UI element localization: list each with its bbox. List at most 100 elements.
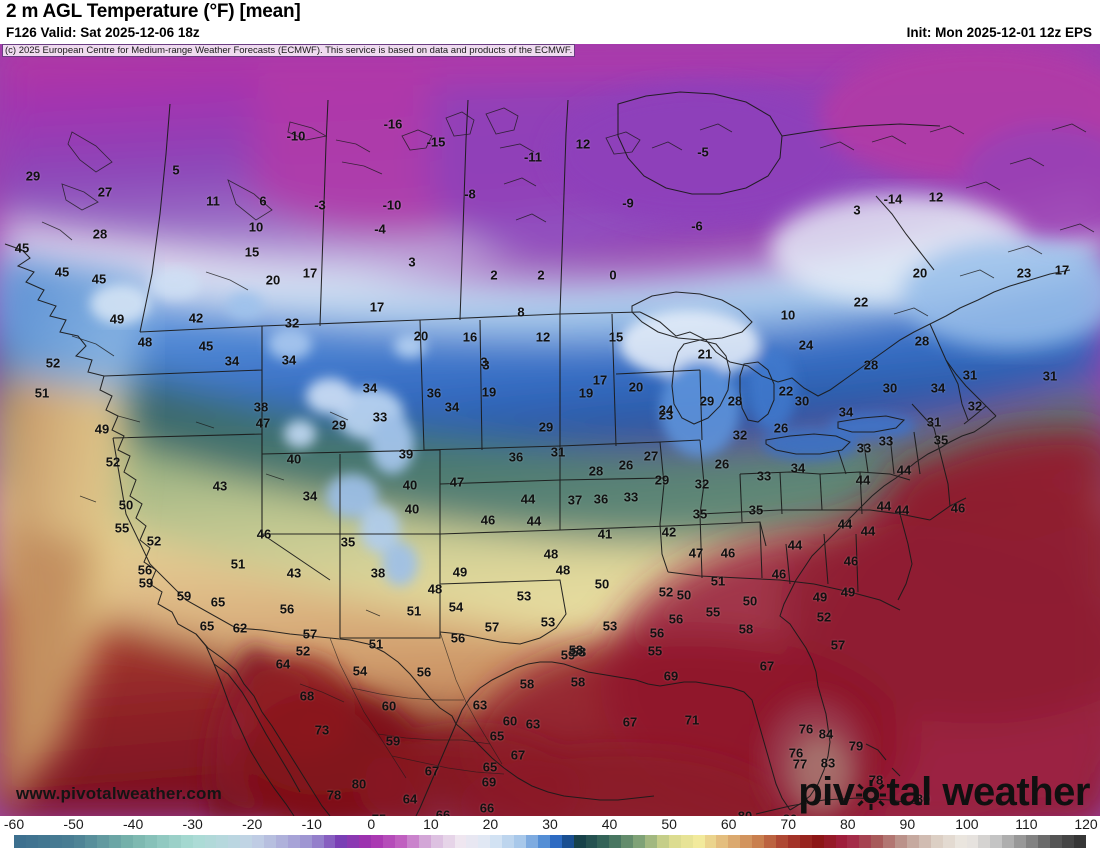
colorbar-tick: -10 xyxy=(301,816,322,832)
colorbar-cell xyxy=(347,835,360,848)
colorbar-cell xyxy=(25,835,38,848)
colorbar-tick: 70 xyxy=(780,816,797,832)
colorbar-cell xyxy=(287,835,300,848)
colorbar-cell xyxy=(156,835,169,848)
colorbar-cell xyxy=(549,835,562,848)
colorbar-cell xyxy=(942,835,955,848)
colorbar-cell xyxy=(37,835,50,848)
colorbar-cell xyxy=(954,835,967,848)
colorbar-cell xyxy=(299,835,312,848)
valid-time-label: F126 Valid: Sat 2025-12-06 18z xyxy=(6,25,200,40)
colorbar-cell xyxy=(216,835,229,848)
colorbar-cell xyxy=(609,835,622,848)
colorbar-cell xyxy=(656,835,669,848)
colorbar-tick: -40 xyxy=(122,816,144,832)
colorbar-cell xyxy=(514,835,526,848)
colorbar-cell xyxy=(966,835,979,848)
colorbar-cell xyxy=(859,835,872,848)
colorbar-cell xyxy=(121,835,134,848)
colorbar-tick: 90 xyxy=(899,816,916,832)
colorbar-cell xyxy=(930,835,943,848)
colorbar-cell xyxy=(895,835,907,848)
colorbar-cell xyxy=(561,835,574,848)
colorbar-cell xyxy=(585,835,598,848)
ecmwf-attribution: (c) 2025 European Centre for Medium-rang… xyxy=(2,44,576,57)
colorbar-cell xyxy=(799,835,812,848)
colorbar-cell xyxy=(252,835,265,848)
colorbar-cell xyxy=(823,835,836,848)
colorbar-tick: 120 xyxy=(1074,816,1098,832)
page-title: 2 m AGL Temperature (°F) [mean] xyxy=(6,1,301,22)
colorbar-cell xyxy=(359,835,372,848)
colorbar-cell xyxy=(180,835,193,848)
temperature-map[interactable]: 29 27 28 45 45 45 49 48 52 51 49 52 50 55 52 56 59 59 65 65… xyxy=(0,44,1100,816)
colorbar-cell xyxy=(61,835,74,848)
colorbar-cell xyxy=(883,835,896,848)
colorbar-cell xyxy=(406,835,419,848)
colorbar-cell xyxy=(454,835,467,848)
logo-text-part2: tal weather xyxy=(886,770,1091,814)
colorbar-cell xyxy=(692,835,705,848)
colorbar-legend[interactable]: -60 -50 -40 -30 -20 -10 0 10 20 30 40 50 60 70 80 90 100… xyxy=(0,816,1100,850)
colorbar-cell xyxy=(466,835,479,848)
colorbar-cell xyxy=(1073,835,1086,848)
colorbar-cell xyxy=(490,835,503,848)
colorbar-cell xyxy=(835,835,848,848)
colorbar-cell xyxy=(787,835,800,848)
colorbar-cell xyxy=(1061,835,1074,848)
map-borders xyxy=(4,91,1095,816)
colorbar-cell xyxy=(73,835,86,848)
colorbar-tick: 50 xyxy=(661,816,677,832)
colorbar-cell xyxy=(525,835,538,848)
colorbar-cell xyxy=(323,835,336,848)
colorbar-tick: -60 xyxy=(3,816,25,832)
colorbar-gradient xyxy=(14,835,1086,848)
colorbar-cell xyxy=(383,835,395,848)
colorbar-cell xyxy=(847,835,860,848)
colorbar-cell xyxy=(264,835,276,848)
colorbar-tick: -20 xyxy=(242,816,263,832)
colorbar-cell xyxy=(418,835,431,848)
colorbar-cell xyxy=(776,835,788,848)
colorbar-cell xyxy=(371,835,384,848)
colorbar-cell xyxy=(811,835,824,848)
colorbar-cell xyxy=(621,835,634,848)
colorbar-tick: 20 xyxy=(482,816,499,832)
colorbar-cell xyxy=(1014,835,1027,848)
colorbar-cell xyxy=(133,835,145,848)
colorbar-tick: 60 xyxy=(720,816,737,832)
colorbar-cell xyxy=(204,835,217,848)
colorbar-cell xyxy=(14,835,26,848)
colorbar-tick: 40 xyxy=(601,816,618,832)
logo-text-part1: piv xyxy=(798,770,855,814)
colorbar-tick: -50 xyxy=(63,816,84,832)
colorbar-cell xyxy=(1049,835,1062,848)
colorbar-cell xyxy=(918,835,931,848)
colorbar-cell xyxy=(311,835,324,848)
colorbar-tick: 110 xyxy=(1015,816,1038,832)
colorbar-cell xyxy=(752,835,765,848)
init-time-label: Init: Mon 2025-12-01 12z EPS xyxy=(906,25,1092,40)
colorbar-cell xyxy=(668,835,681,848)
colorbar-cell xyxy=(168,835,181,848)
colorbar-cell xyxy=(704,835,717,848)
colorbar-tick: 30 xyxy=(542,816,558,832)
colorbar-tick: -30 xyxy=(182,816,203,832)
colorbar-cell xyxy=(764,835,776,848)
colorbar-cell xyxy=(335,835,348,848)
colorbar-cell xyxy=(645,835,657,848)
pivotal-weather-logo: piv xyxy=(798,772,1090,812)
colorbar-cell xyxy=(275,835,288,848)
colorbar-cell xyxy=(537,835,550,848)
gear-sun-icon xyxy=(855,780,886,810)
colorbar-cell xyxy=(871,835,884,848)
colorbar-cell xyxy=(395,835,407,848)
colorbar-cell xyxy=(49,835,62,848)
colorbar-tick-labels: -60 -50 -40 -30 -20 -10 0 10 20 30 40 50 60 70 80 90 100… xyxy=(0,816,1100,834)
colorbar-cell xyxy=(740,835,753,848)
colorbar-cell xyxy=(442,835,455,848)
colorbar-cell xyxy=(728,835,741,848)
colorbar-tick: 0 xyxy=(367,816,376,832)
colorbar-cell xyxy=(478,835,491,848)
colorbar-cell xyxy=(228,835,241,848)
